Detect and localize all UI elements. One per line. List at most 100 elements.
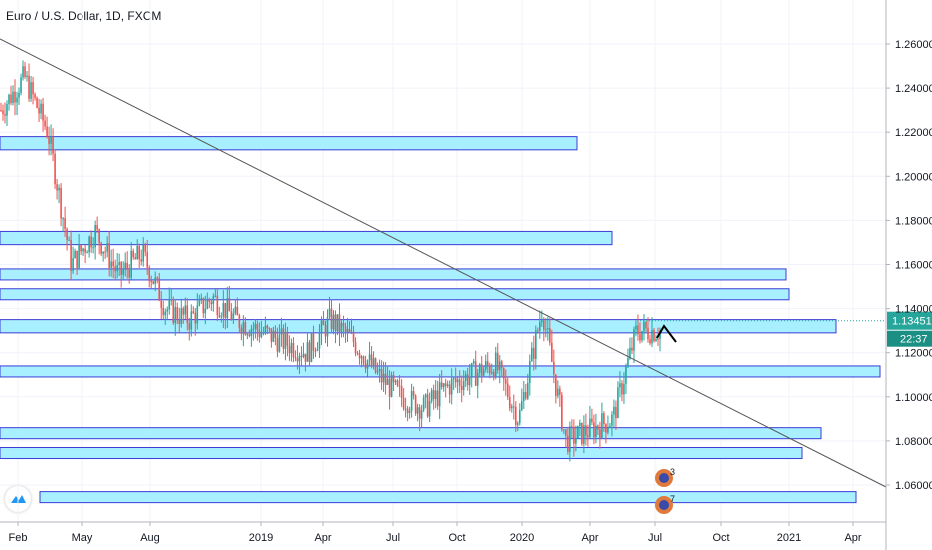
candle-body [12,91,14,104]
candle-body [366,360,369,369]
candle-body [362,356,365,364]
candle-body [298,355,301,362]
candle-body [192,311,195,313]
candle-body [575,438,577,444]
x-tick-label: May [72,532,93,544]
candle-body [318,333,321,349]
candle-body [346,328,349,333]
candle-body [210,301,213,305]
candle-body [522,391,525,401]
candle-body [472,361,475,364]
candle-body [559,388,561,395]
current-price-badge [887,311,932,330]
candle-body [647,328,649,340]
candle-body [276,338,279,352]
candle-body [330,308,333,330]
candle-body [583,425,585,444]
candle-body [510,406,513,409]
event-badge-count: 3 [670,467,675,477]
candle-body [623,383,625,395]
zone-box [39,491,857,504]
candle-body [358,353,361,359]
candle-body [74,250,76,259]
candle-body [172,299,175,324]
candle-body [348,328,351,333]
y-tick-label: 1.14000 [895,304,932,316]
candle-body [206,299,209,309]
candle-body [320,320,323,334]
candle-body [66,229,68,240]
candle-body [86,252,88,254]
candle-body [458,379,461,386]
candle-body [118,262,120,266]
candle-body [108,243,110,268]
candle-body [378,368,381,372]
x-tick-label: Jul [648,532,662,544]
event-badge-flag-icon [659,500,669,510]
candle-body [166,309,169,312]
y-tick-label: 1.18000 [895,215,932,227]
candle-body [176,307,179,320]
candle-body [262,332,265,334]
candle-body [400,386,403,398]
candle-body [48,136,50,144]
candle-body [102,251,104,254]
candle-body [524,391,527,399]
candle-body [134,257,137,260]
candle-body [531,347,533,361]
candle-body [384,373,387,385]
candle-body [424,394,427,398]
candle-body [196,305,199,324]
y-tick-label: 1.20000 [895,171,932,183]
zone-box [0,230,613,246]
candle-body [504,379,507,384]
candle-body [18,93,20,98]
candle-body [136,246,139,260]
candle-body [430,390,433,402]
candle-body [324,325,327,337]
candle-body [274,331,277,339]
candle-body [607,427,609,433]
candle-body [428,401,431,417]
candle-body [619,383,621,388]
candle-body [569,426,571,452]
candle-body [140,259,143,262]
candle-body [402,397,405,409]
candle-body [304,353,307,362]
candle-body [190,311,193,330]
candle-body [545,328,547,330]
candle-body [643,321,645,332]
candle-body [500,361,503,368]
candle-body [246,334,249,336]
candle-body [76,250,78,268]
candle-body [577,426,579,439]
zones [0,136,881,504]
candle-body [230,311,233,320]
candle-body [412,391,415,396]
candle-body [202,298,205,314]
candle-body [589,418,591,437]
candle-body [480,364,483,376]
candle-body [398,385,401,387]
candle-body [464,374,467,382]
candle-body [418,407,421,419]
candle-body [104,251,106,253]
candle-body [84,248,86,253]
candle-body [20,77,22,94]
candle-body [182,308,185,315]
candle-body [450,378,453,395]
candle-body [555,374,557,396]
candle-body [106,243,108,252]
candle-body [442,383,445,388]
candle-body [14,91,16,103]
candle-body [146,251,149,268]
candle-body [386,378,389,385]
candle-body [370,354,373,367]
candle-body [156,277,159,279]
candle-body [571,426,573,428]
candle-body [599,429,601,438]
candle-body [426,394,429,417]
candles [0,60,661,462]
candle-body [290,343,293,354]
